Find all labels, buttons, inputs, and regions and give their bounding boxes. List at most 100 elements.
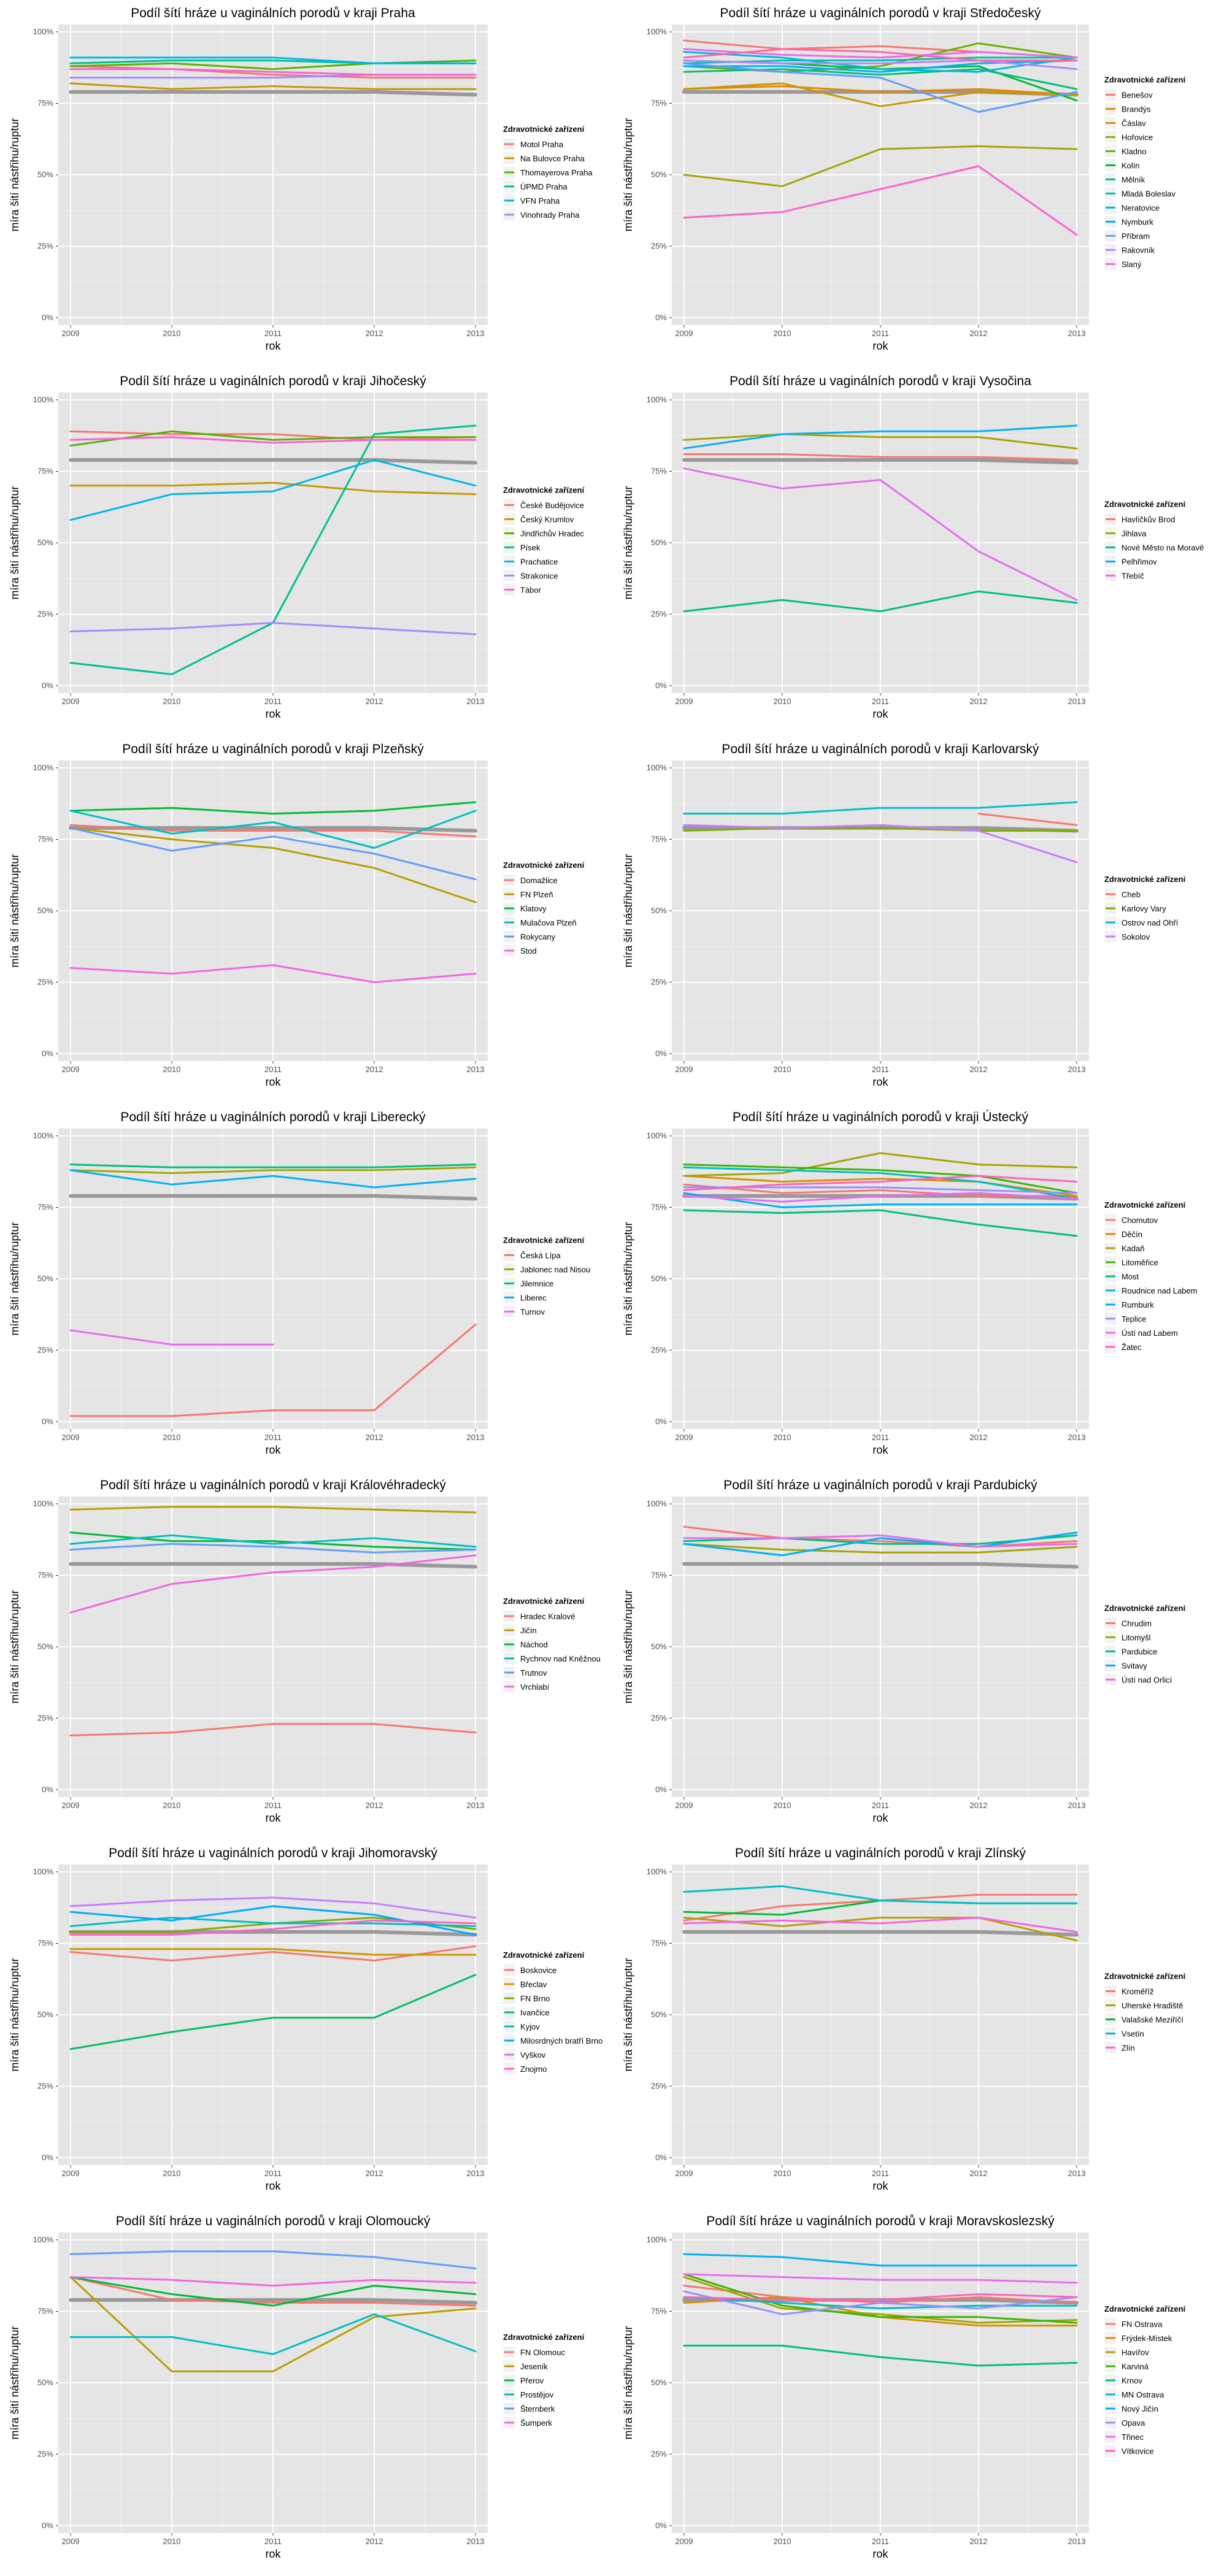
average-line [682, 1562, 1079, 1569]
legend-label: ÚPMD Praha [520, 182, 567, 191]
x-tick-label: 2013 [1068, 697, 1086, 706]
legend-label: Kolín [1121, 161, 1140, 171]
legend-label: Kyjov [520, 2022, 540, 2031]
legend-label: Vítkovice [1121, 2447, 1154, 2456]
legend-label: Kadaň [1121, 1244, 1145, 1253]
x-axis-title: rok [265, 2180, 281, 2192]
x-axis-title: rok [265, 1444, 281, 1456]
y-tick-label: 100% [33, 2235, 54, 2244]
x-tick-label: 2010 [774, 329, 791, 338]
legend-label: Čáslav [1121, 119, 1146, 128]
series-line [69, 436, 477, 444]
x-tick-label: 2010 [163, 1433, 181, 1442]
x-tick-label: 2013 [467, 329, 485, 338]
series-line [683, 2273, 1078, 2284]
x-tick-label: 2011 [264, 1065, 282, 1074]
series-line [683, 424, 1078, 450]
series-line [69, 1554, 477, 1614]
legend-label: Ivančice [520, 2008, 550, 2017]
legend-label: Stod [520, 946, 537, 956]
x-tick-label: 2010 [774, 2537, 791, 2546]
x-tick-label: 2011 [872, 697, 889, 706]
x-tick-label: 2012 [970, 1801, 988, 1810]
legend-label: FN Ostrava [1121, 2320, 1163, 2329]
series-line [683, 801, 1078, 815]
average-line [69, 2298, 477, 2305]
series-line [683, 48, 1078, 59]
legend-title: Zdravotnické zařízení [1104, 500, 1186, 509]
series-line [69, 827, 477, 881]
series-line [683, 165, 1078, 236]
chart-panel-14: 0% 25% 50% 75% 100% 2009 2010 2011 2012 2013 Podíl… [614, 2208, 1227, 2576]
y-axis-title: míra šití nástřihu/ruptur [9, 118, 21, 231]
series-line [683, 1192, 1078, 1203]
y-tick-label: 75% [651, 99, 667, 108]
legend-label: Rakovník [1121, 246, 1155, 255]
legend-title: Zdravotnické zařízení [503, 2333, 585, 2342]
chart-title: Podíl šítí hráze u vaginálních porodů v … [729, 374, 1031, 388]
legend-label: Žatec [1121, 1343, 1142, 1352]
chart-panel-10: 0% 25% 50% 75% 100% 2009 2010 2011 2012 2013 Podíl… [614, 1472, 1227, 1840]
line-chart: 0% 25% 50% 75% 100% 2009 2010 2011 2012 2013 Podíl… [9, 742, 585, 1088]
y-tick-label: 25% [37, 1346, 53, 1355]
legend-label: Roudnice nad Labem [1121, 1286, 1198, 1295]
series-line [683, 1525, 1078, 1548]
x-tick-label: 2011 [872, 2537, 889, 2546]
series-line [69, 2276, 477, 2372]
y-axis-title: míra šití nástřihu/ruptur [622, 1590, 634, 1703]
line-chart: 0% 25% 50% 75% 100% 2009 2010 2011 2012 2013 Podíl… [9, 1846, 602, 2192]
x-tick-label: 2009 [675, 1801, 693, 1810]
y-tick-label: 25% [651, 610, 667, 619]
series-line [69, 801, 477, 815]
legend-label: Děčín [1121, 1230, 1142, 1239]
chart-title: Podíl šítí hráze u vaginálních porodů v … [735, 1846, 1026, 1860]
legend-label: Rokycany [520, 932, 556, 941]
series-line [69, 964, 477, 983]
y-tick-label: 100% [647, 763, 667, 772]
y-tick-label: 75% [37, 2307, 53, 2316]
average-line [69, 90, 477, 97]
average-line [69, 1562, 477, 1569]
legend-label: MN Ostrava [1121, 2390, 1164, 2399]
x-tick-label: 2009 [675, 697, 693, 706]
legend-label: Slaný [1121, 260, 1142, 269]
y-axis-title: míra šití nástřihu/ruptur [622, 2326, 634, 2439]
legend-label: Benešov [1121, 91, 1153, 100]
legend-label: Rychnov nad Kněžnou [520, 1654, 601, 1663]
series-line [69, 430, 477, 441]
series-line [683, 62, 1078, 113]
legend-label: Náchod [520, 1640, 548, 1649]
legend-label: Vyškov [520, 2050, 546, 2060]
chart-title: Podíl šítí hráze u vaginálních porodů v … [109, 1846, 437, 1860]
y-tick-label: 0% [42, 1417, 53, 1426]
x-axis-title: rok [265, 340, 281, 352]
y-tick-label: 0% [655, 1049, 667, 1058]
y-tick-label: 50% [651, 170, 667, 179]
y-tick-label: 100% [33, 395, 54, 404]
legend-label: Hradec Kralové [520, 1612, 575, 1621]
x-axis-title: rok [872, 340, 888, 352]
chart-panel-2: 0% 25% 50% 75% 100% 2009 2010 2011 2012 2013 Podíl… [614, 0, 1227, 368]
legend-label: Český Krumlov [520, 515, 574, 524]
y-tick-label: 100% [647, 27, 667, 36]
legend-title: Zdravotnické zařízení [1104, 2304, 1186, 2313]
x-tick-label: 2010 [163, 1801, 181, 1810]
x-tick-label: 2013 [467, 1065, 485, 1074]
chart-panel-8: 0% 25% 50% 75% 100% 2009 2010 2011 2012 2013 Podíl… [614, 1104, 1227, 1472]
x-tick-label: 2010 [774, 697, 791, 706]
x-tick-label: 2011 [264, 697, 282, 706]
x-tick-label: 2009 [675, 1433, 693, 1442]
legend-title: Zdravotnické zařízení [503, 1236, 585, 1245]
series-line [683, 48, 1078, 62]
series-line [683, 1209, 1078, 1237]
legend-label: Pardubice [1121, 1647, 1158, 1657]
chart-panel-13: 0% 25% 50% 75% 100% 2009 2010 2011 2012 2013 Podíl… [0, 2208, 614, 2576]
x-tick-label: 2012 [366, 1433, 383, 1442]
series-line [69, 2276, 477, 2287]
y-tick-label: 0% [42, 2521, 53, 2530]
legend-label: Milosrdných bratří Brno [520, 2036, 602, 2045]
y-tick-label: 50% [37, 2010, 53, 2019]
x-tick-label: 2012 [970, 697, 988, 706]
chart-panel-5: 0% 25% 50% 75% 100% 2009 2010 2011 2012 2013 Podíl… [0, 736, 614, 1104]
legend-label: Sokolov [1121, 932, 1150, 941]
